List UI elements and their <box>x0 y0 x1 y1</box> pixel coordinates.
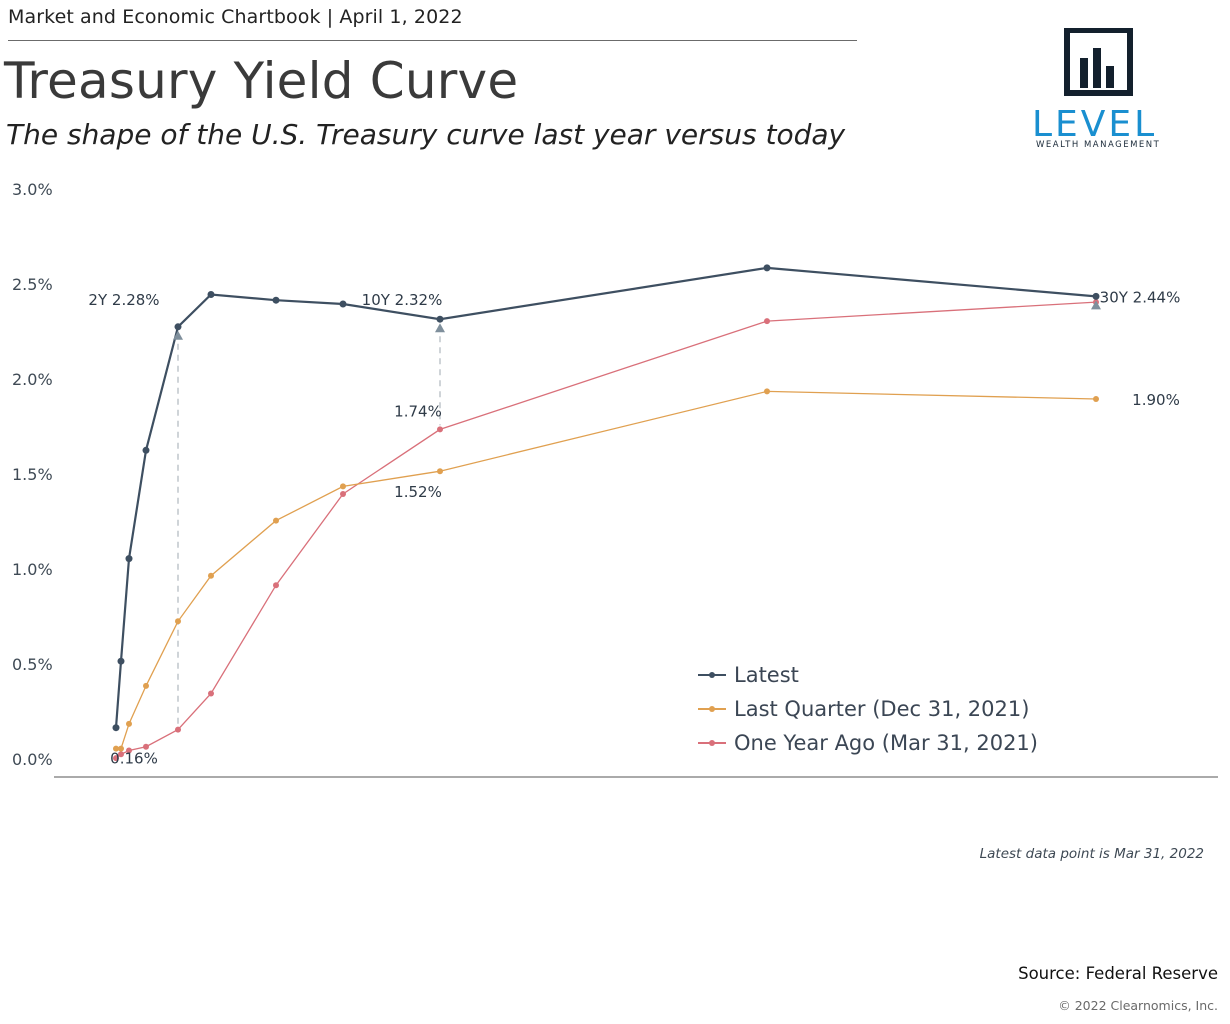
y-tick-label: 1.5% <box>12 465 53 484</box>
data-point <box>125 555 133 563</box>
annotation-label: 30Y 2.44% <box>1100 288 1181 306</box>
data-point <box>113 755 119 762</box>
logo-subtitle: WEALTH MANAGEMENT <box>1036 140 1161 150</box>
data-point <box>142 446 150 454</box>
data-point <box>113 745 119 752</box>
data-point <box>1092 292 1100 300</box>
level-logo-icon <box>1064 28 1133 96</box>
data-point <box>764 388 770 395</box>
data-point <box>175 618 181 625</box>
data-point <box>118 745 124 752</box>
data-point <box>273 582 279 589</box>
legend-item-latest: Latest <box>698 658 1038 692</box>
data-point <box>436 315 444 323</box>
data-point <box>1093 396 1099 402</box>
annotation-label: 1.74% <box>394 402 442 420</box>
chart-legend: Latest Last Quarter (Dec 31, 2021) One Y… <box>698 658 1038 760</box>
legend-swatch <box>698 740 726 746</box>
data-point <box>764 318 770 325</box>
data-point <box>117 657 125 665</box>
data-point <box>143 682 149 689</box>
page-subtitle: The shape of the U.S. Treasury curve las… <box>6 118 846 151</box>
data-point <box>340 491 346 497</box>
annotation-label: 2Y 2.28% <box>88 291 159 309</box>
data-note: Latest data point is Mar 31, 2022 <box>979 846 1204 862</box>
annotation-label: 1.52% <box>394 483 442 501</box>
y-tick-label: 0.5% <box>12 655 53 674</box>
data-point <box>112 724 120 732</box>
legend-label: Last Quarter (Dec 31, 2021) <box>734 697 1030 721</box>
source-label: Source: Federal Reserve <box>1018 964 1218 983</box>
marker-triangle <box>1091 300 1101 310</box>
data-point <box>175 726 181 733</box>
logo-wordmark: LEVEL <box>1032 104 1158 145</box>
legend-swatch <box>698 706 726 712</box>
data-point <box>340 483 346 490</box>
data-point <box>143 743 149 750</box>
data-point <box>273 517 279 524</box>
y-tick-label: 1.0% <box>12 560 53 579</box>
data-point <box>126 747 132 754</box>
marker-triangle <box>173 330 183 340</box>
data-point <box>763 264 771 272</box>
legend-item-last-quarter: Last Quarter (Dec 31, 2021) <box>698 692 1038 726</box>
legend-item-one-year-ago: One Year Ago (Mar 31, 2021) <box>698 726 1038 760</box>
legend-swatch <box>698 672 726 678</box>
chartbook-label: Market and Economic Chartbook | April 1,… <box>8 6 463 28</box>
data-point <box>208 572 214 579</box>
header-divider <box>8 40 857 41</box>
y-tick-label: 2.0% <box>12 370 53 389</box>
data-point <box>207 291 215 298</box>
legend-label: Latest <box>734 663 799 687</box>
y-tick-label: 2.5% <box>12 275 53 294</box>
y-tick-label: 3.0% <box>12 180 53 199</box>
data-point <box>272 296 280 304</box>
page-title: Treasury Yield Curve <box>4 52 519 110</box>
y-tick-label: 0.0% <box>12 750 53 769</box>
data-point <box>118 751 124 758</box>
data-point <box>437 468 443 475</box>
annotation-label: 0.16% <box>110 750 158 768</box>
data-point <box>174 323 182 331</box>
copyright-label: © 2022 Clearnomics, Inc. <box>1058 998 1218 1013</box>
data-point <box>126 720 132 727</box>
annotation-label: 10Y 2.32% <box>362 291 443 309</box>
annotation-label: 1.90% <box>1132 391 1180 409</box>
marker-triangle <box>435 323 445 333</box>
legend-label: One Year Ago (Mar 31, 2021) <box>734 731 1038 755</box>
data-point <box>208 690 214 697</box>
data-point <box>437 426 443 433</box>
data-point <box>339 300 347 308</box>
